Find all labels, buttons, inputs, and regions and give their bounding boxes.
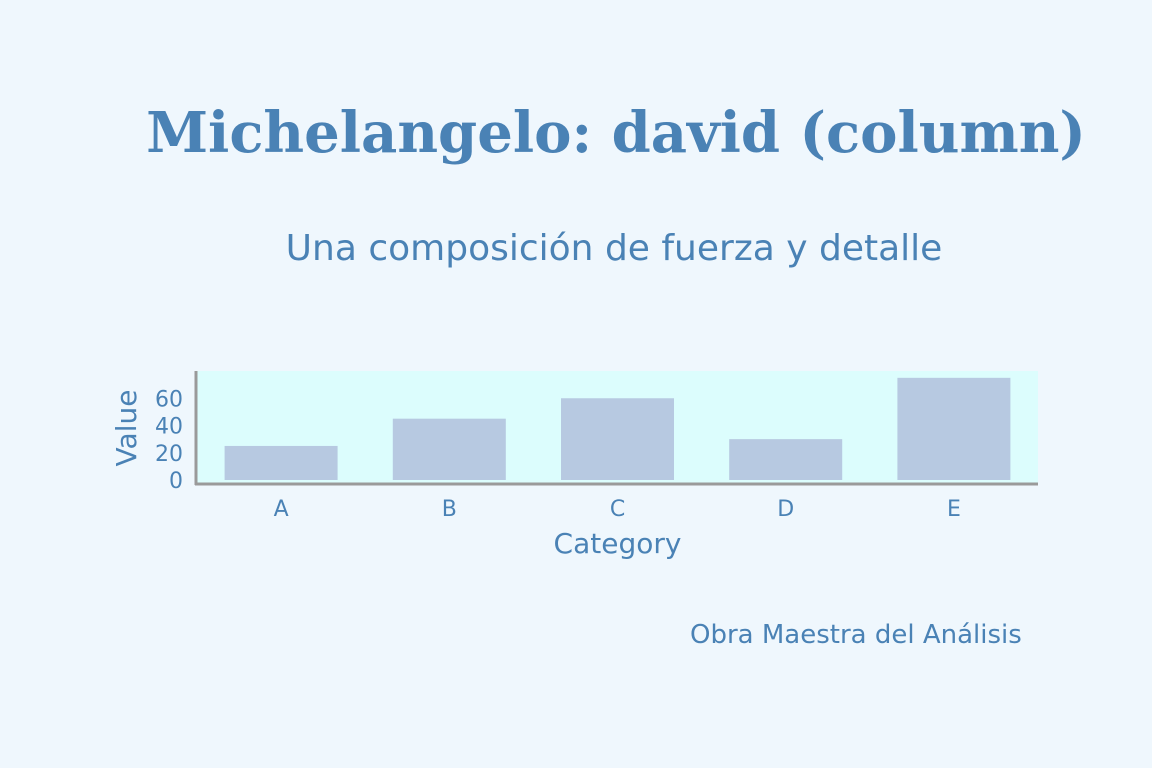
bar-a: [224, 445, 338, 480]
x-tick-label: B: [442, 497, 457, 522]
x-tick-label: D: [777, 497, 794, 522]
bars-group: [224, 377, 1011, 480]
x-tick-labels: A B C D E: [274, 497, 961, 522]
x-tick-label: E: [947, 497, 961, 522]
y-tick-label: 20: [155, 442, 183, 467]
x-tick-label: C: [610, 497, 625, 522]
y-axis-label: Value: [110, 390, 143, 467]
y-tick-label: 60: [155, 387, 183, 412]
chart-title: Michelangelo: david (column): [146, 100, 1086, 166]
y-tick-label: 0: [169, 469, 183, 494]
x-tick-label: A: [274, 497, 289, 522]
x-axis-label: Category: [554, 527, 682, 560]
footer-caption: Obra Maestra del Análisis: [690, 620, 1022, 650]
chart-subtitle: Una composición de fuerza y detalle: [285, 228, 943, 269]
y-tick-label: 40: [155, 415, 183, 440]
bar-b: [392, 418, 506, 480]
bar-c: [561, 398, 674, 480]
bar-d: [729, 439, 843, 480]
bar-e: [897, 377, 1011, 480]
